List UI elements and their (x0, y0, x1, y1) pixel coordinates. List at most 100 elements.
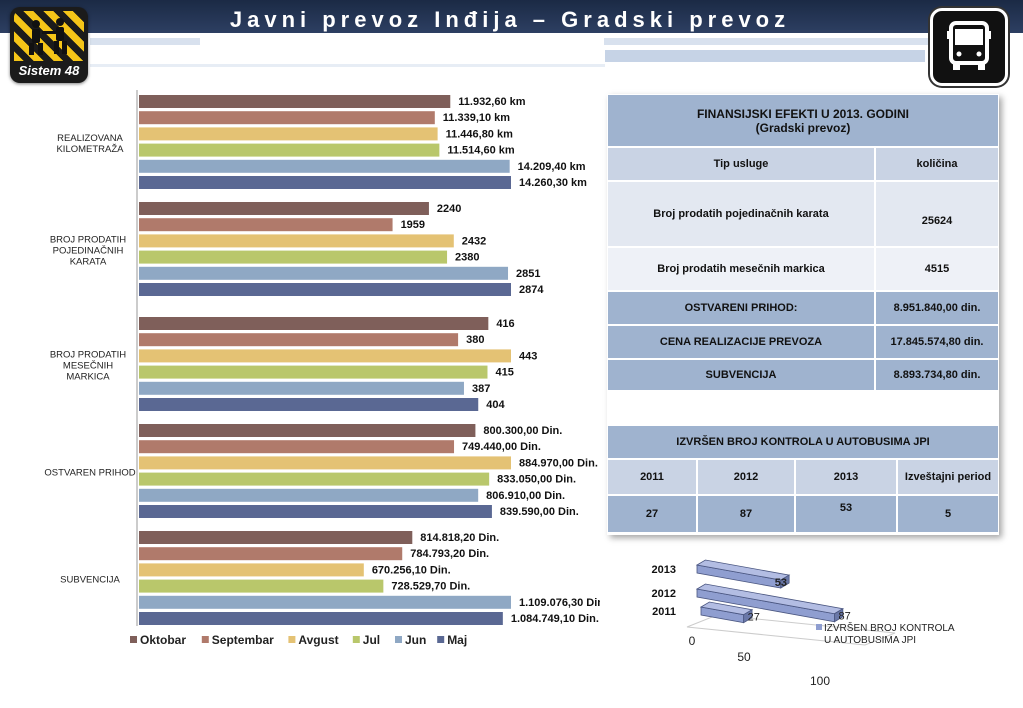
sistem48-logo-icon: Sistem 48 (10, 7, 88, 83)
data-label: 415 (495, 367, 513, 379)
bar-septembar (139, 333, 459, 347)
bar-oktobar (139, 531, 413, 544)
bar-septembar (139, 218, 393, 232)
data-label: 14.260,30 km (519, 177, 587, 189)
finance-row-value: 25624 (875, 181, 999, 247)
bar-avgust (139, 456, 511, 470)
legend-label: Avgust (298, 633, 338, 647)
legend-swatch (130, 636, 137, 643)
data-label: 87 (838, 611, 850, 623)
data-label: 884.970,00 Din. (519, 457, 598, 469)
category-label: 2013 (652, 564, 676, 576)
controls-header: 2011 (607, 459, 697, 495)
bar-jul (139, 250, 448, 264)
bar-jun (139, 381, 464, 395)
data-label: 784.793,20 Din. (410, 548, 489, 560)
bar-avgust (139, 563, 364, 577)
legend-swatch (288, 636, 296, 643)
legend-swatch (395, 636, 402, 643)
data-label: 814.818,20 Din. (420, 532, 499, 544)
data-label: 404 (486, 399, 505, 411)
page-title: Javni prevoz Inđija – Gradski prevoz (229, 7, 791, 32)
legend-label: Jun (405, 633, 426, 647)
title-mask (200, 33, 604, 63)
data-label: 443 (519, 350, 537, 362)
bar-oktobar (139, 424, 476, 437)
data-label: 670.256,10 Din. (372, 564, 451, 576)
bar-jun (139, 266, 509, 280)
controls-header: Izveštajni period (897, 459, 999, 495)
finance-row-label: SUBVENCIJA (607, 359, 875, 391)
bar-end-2013 (780, 574, 790, 589)
logo-label: Sistem 48 (18, 63, 80, 78)
bar-jun (139, 159, 510, 173)
header-stripe (90, 64, 605, 67)
data-label: 11.932,60 km (458, 96, 526, 108)
bar-maj (139, 398, 479, 411)
bar-end-2011 (743, 608, 753, 624)
category-label: MARKICA (66, 372, 110, 383)
data-label: 416 (496, 318, 514, 330)
bar-maj (139, 176, 511, 189)
data-label: 2874 (519, 284, 544, 296)
data-label: 749.440,00 Din. (462, 441, 541, 453)
legend-label: Jul (363, 633, 380, 647)
controls-value: 27 (607, 495, 697, 533)
data-label: 53 (775, 577, 787, 589)
legend-swatch (352, 636, 360, 643)
finance-row-value: 4515 (875, 247, 999, 291)
data-label: 839.590,00 Din. (500, 506, 579, 518)
category-label: KILOMETRAŽA (56, 144, 124, 155)
legend-label: Septembar (212, 633, 274, 647)
data-label: 1.109.076,30 Din. (519, 597, 600, 609)
bar-oktobar (139, 95, 451, 108)
bar-septembar (139, 547, 403, 561)
category-label: REALIZOVANA (57, 133, 123, 144)
workers-icon (29, 18, 67, 55)
category-label: KARATA (70, 257, 107, 268)
bar-jul (139, 365, 488, 379)
finance-col-header: količina (875, 147, 999, 181)
category-label: POJEDINAČNIH (53, 246, 124, 257)
controls-table-title: IZVRŠEN BROJ KONTROLA U AUTOBUSIMA JPI (607, 425, 999, 459)
category-label: SUBVENCIJA (60, 575, 120, 586)
legend-label: Maj (447, 633, 467, 647)
data-label: 27 (748, 612, 760, 624)
data-label: 380 (466, 334, 484, 346)
bar-end-2012 (834, 608, 844, 623)
data-label: 1.084.749,10 Din. (511, 613, 599, 625)
finance-table-title: FINANSIJSKI EFEKTI U 2013. GODINI (Grads… (607, 94, 999, 147)
category-label: MESEČNIH (63, 361, 113, 372)
legend-label: IZVRŠEN BROJ KONTROLA (824, 621, 955, 634)
bar-jul (139, 472, 490, 486)
data-label: 2380 (455, 252, 479, 264)
finance-row-value: 8.893.734,80 din. (875, 359, 999, 391)
finance-title-line2: (Gradski prevoz) (755, 120, 851, 135)
bar-maj (139, 283, 511, 296)
finance-row-label: CENA REALIZACIJE PREVOZA (607, 325, 875, 359)
bar-jun (139, 488, 479, 502)
controls-value: 87 (697, 495, 795, 533)
bar-jun (139, 595, 511, 609)
data-label: 14.209,40 km (518, 161, 586, 173)
data-label: 11.339,10 km (443, 112, 511, 124)
bar-jul (139, 579, 384, 593)
bar-avgust (139, 234, 454, 248)
chart-floor (686, 614, 896, 646)
header-band (0, 0, 1023, 33)
category-label: BROJ PRODATIH (50, 235, 126, 246)
data-label: 1959 (401, 219, 425, 231)
legend-label: U AUTOBUSIMA JPI (824, 635, 916, 646)
legend-swatch (201, 636, 209, 643)
finance-row-value: 8.951.840,00 din. (875, 291, 999, 325)
bar-jul (139, 143, 440, 157)
finance-row-label: OSTVARENI PRIHOD: (607, 291, 875, 325)
axis-tick-label: 100 (810, 674, 830, 688)
controls-value: 5 (897, 495, 999, 533)
finance-col-header: Tip usluge (607, 147, 875, 181)
controls-header: 2013 (795, 459, 897, 495)
bar-septembar (139, 111, 435, 125)
data-label: 2851 (516, 268, 540, 280)
bar-oktobar (139, 202, 429, 215)
data-label: 387 (472, 383, 490, 395)
